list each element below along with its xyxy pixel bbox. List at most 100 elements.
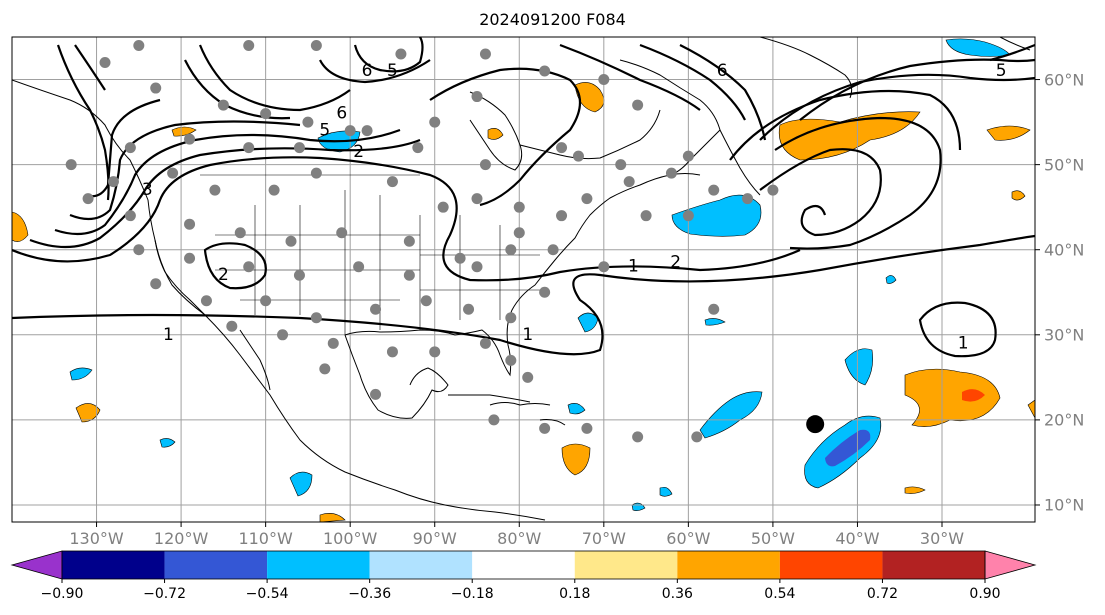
observation-point <box>471 91 483 103</box>
anomaly-positive <box>12 211 29 242</box>
lon-label: 60°W <box>666 529 711 548</box>
observation-point <box>513 227 525 239</box>
coastlines <box>12 37 1031 521</box>
observation-point <box>708 184 720 196</box>
observation-point <box>167 167 179 179</box>
anomaly-positive <box>319 513 346 522</box>
observation-point <box>479 337 491 349</box>
contour-label: 5 <box>996 61 1007 81</box>
gridlines <box>12 37 1035 522</box>
colorbar-segment <box>267 551 370 579</box>
observation-point <box>632 431 644 443</box>
contour-label: 2 <box>218 265 229 285</box>
observation-point <box>285 235 297 247</box>
observation-point <box>665 167 677 179</box>
observation-point <box>226 320 238 332</box>
observation-point <box>124 142 136 154</box>
colorbar-segment <box>369 551 473 579</box>
observation-point <box>370 303 382 315</box>
anomaly-positive <box>561 443 591 476</box>
anomaly-positive <box>1027 399 1035 419</box>
colorbar-tick-label: 0.36 <box>661 586 693 602</box>
observation-point <box>310 40 322 52</box>
observation-point <box>513 201 525 213</box>
observation-point <box>429 346 441 358</box>
observation-point <box>150 278 162 290</box>
observation-point <box>539 422 551 434</box>
anomaly-negative <box>945 38 1011 57</box>
colorbar-segment <box>472 551 575 579</box>
observation-point <box>403 269 415 281</box>
observation-point <box>277 329 289 341</box>
lon-label: 50°W <box>750 529 795 548</box>
colorbar-tick-label: −0.36 <box>348 586 392 602</box>
observation-point <box>209 184 221 196</box>
lon-label: 40°W <box>835 529 880 548</box>
observation-point <box>742 193 754 205</box>
colorbar-segment <box>677 551 780 579</box>
anomaly-positive <box>904 368 1001 427</box>
axis-ticks <box>96 79 1040 527</box>
shaded-anomalies <box>12 38 1035 522</box>
lon-label: 80°W <box>497 529 542 548</box>
anomaly-negative <box>704 318 726 326</box>
observation-point <box>539 286 551 298</box>
observation-point <box>598 261 610 273</box>
contour-label: 2 <box>670 252 681 272</box>
state-borders <box>200 174 540 335</box>
observation-point <box>632 99 644 111</box>
observation-point <box>395 48 407 60</box>
lon-label: 90°W <box>412 529 457 548</box>
colorbar-frame <box>61 550 986 580</box>
colorbar-tick-label: 0.54 <box>764 586 796 602</box>
contour-label: 6 <box>717 61 728 81</box>
observation-point <box>124 210 136 222</box>
colorbar-segment <box>779 551 883 579</box>
observation-point <box>623 176 635 188</box>
observation-point <box>403 235 415 247</box>
observation-point <box>412 142 424 154</box>
observation-point <box>344 125 356 137</box>
anomaly-negative <box>289 471 313 497</box>
observation-point <box>429 116 441 128</box>
anomaly-positive <box>986 125 1031 141</box>
observation-point <box>200 295 212 307</box>
colorbar-segment <box>882 551 985 579</box>
observation-point <box>133 244 145 256</box>
observation-point <box>243 142 255 154</box>
observation-point <box>572 150 584 162</box>
contour-label: 5 <box>319 121 330 141</box>
observation-point <box>547 244 559 256</box>
observation-point <box>556 210 568 222</box>
observation-point <box>581 193 593 205</box>
observation-point <box>217 99 229 111</box>
observation-point <box>150 82 162 94</box>
observation-point <box>682 210 694 222</box>
observation-point <box>615 159 627 171</box>
observation-point <box>640 210 652 222</box>
observation-point <box>353 261 365 273</box>
colorbar-extend-low <box>10 550 63 580</box>
map-frame <box>11 36 1036 523</box>
observation-point <box>184 252 196 264</box>
observation-point <box>327 337 339 349</box>
colorbar-tick-label: 0.18 <box>559 586 591 602</box>
observation-point <box>454 252 466 264</box>
observation-point <box>522 371 534 383</box>
anomaly-positive <box>75 403 101 423</box>
lat-label: 30°N <box>1044 325 1085 345</box>
anomaly-positive <box>171 126 197 137</box>
observation-point <box>691 431 703 443</box>
lat-label: 10°N <box>1044 495 1085 515</box>
observation-points <box>65 40 779 443</box>
anomaly-negative <box>159 438 176 448</box>
observation-point <box>260 295 272 307</box>
observation-point <box>598 74 610 86</box>
lon-label: 30°W <box>919 529 965 548</box>
observation-point <box>268 184 280 196</box>
observation-point <box>133 40 145 52</box>
colorbar-tick-label: −0.18 <box>450 586 494 602</box>
observation-point <box>488 414 500 426</box>
lon-label: 70°W <box>581 529 626 548</box>
